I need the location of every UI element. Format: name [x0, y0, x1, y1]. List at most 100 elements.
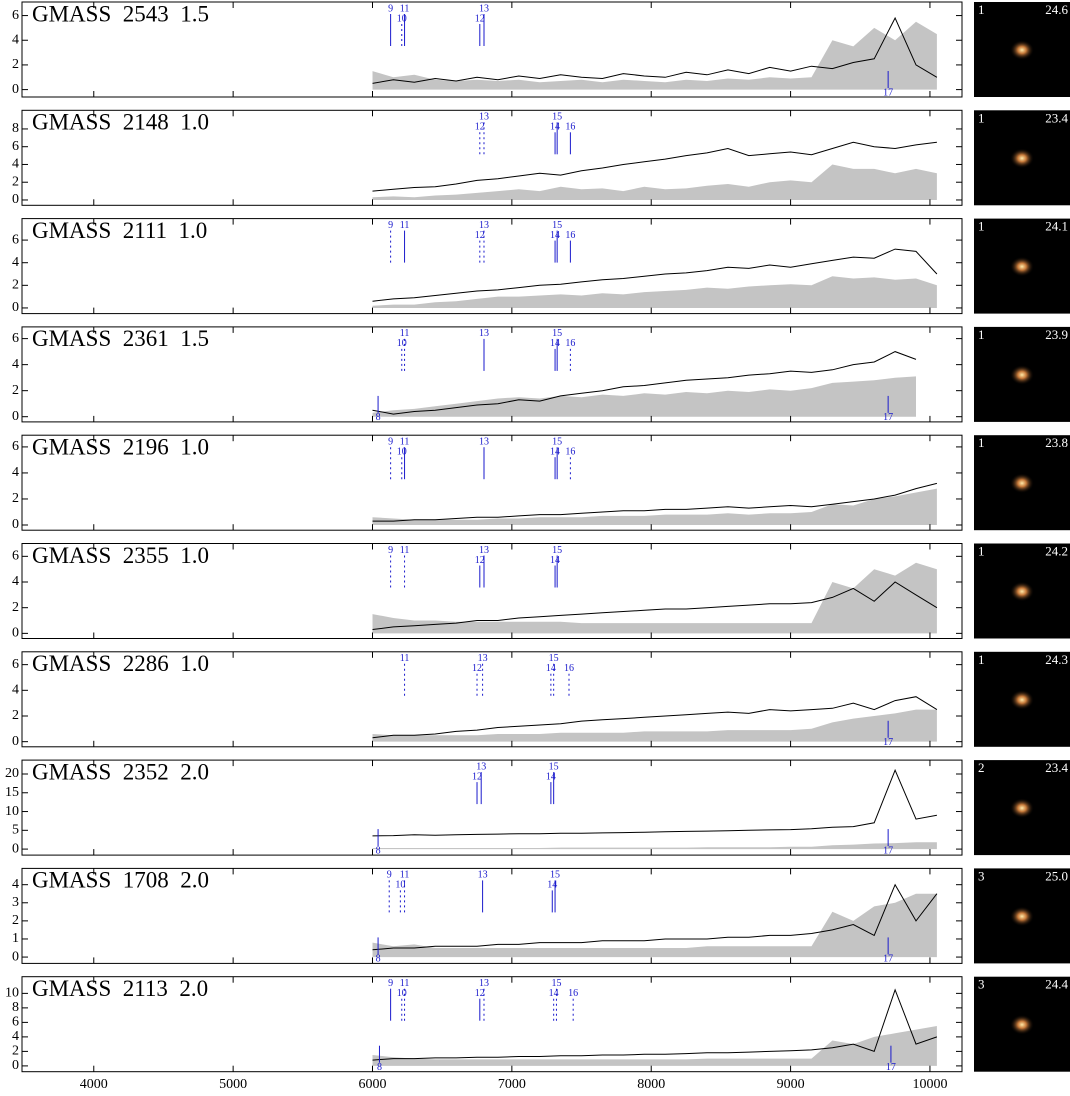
thumbnail-magnitude: 24.6: [1045, 2, 1068, 17]
galaxy: [1010, 364, 1034, 385]
spectrum-line: [372, 696, 938, 739]
y-tick-label: 1: [12, 931, 19, 946]
y-tick-label: 4: [12, 574, 19, 589]
spectrum-line: [372, 988, 938, 1061]
y-tick-label: 8: [12, 121, 19, 136]
spectrum-line: [372, 581, 938, 630]
panel-title: GMASS 2352 2.0: [32, 759, 209, 784]
plot-frame: [21, 434, 963, 531]
x-tick-label: 5000: [219, 1077, 247, 1092]
feature-label: 16: [568, 988, 578, 999]
y-tick-label: 10: [5, 986, 19, 1001]
feature-label: 13: [479, 545, 489, 556]
spectrum-line: [372, 141, 937, 192]
feature-label: 13: [479, 112, 489, 123]
y-tick-label: 4: [12, 877, 19, 892]
noise-area: [372, 842, 937, 850]
panel-title: GMASS 2361 1.5: [32, 326, 209, 351]
panel-title: GMASS 2286 1.0: [32, 651, 209, 676]
feature-label: 13: [479, 220, 489, 231]
thumbnail-index: 1: [978, 435, 985, 450]
y-tick-label: 0: [12, 1058, 19, 1073]
y-tick-label: 0: [12, 409, 19, 424]
feature-label: 11: [400, 436, 410, 447]
y-tick-label: 6: [12, 331, 19, 346]
y-tick-label: 6: [12, 549, 19, 564]
feature-label: 11: [400, 978, 410, 989]
plot-frame: [21, 651, 963, 748]
feature-label: 12: [475, 230, 485, 241]
y-tick-label: 4: [12, 32, 19, 47]
feature-label: 12: [475, 988, 485, 999]
feature-label: 12: [475, 555, 485, 566]
feature-label: 15: [552, 328, 562, 339]
thumbnail-magnitude: 23.4: [1045, 760, 1068, 775]
feature-label: 12: [475, 122, 485, 133]
x-tick-label: 8000: [637, 1077, 665, 1092]
y-tick-label: 0: [12, 949, 19, 964]
feature-label: 13: [479, 328, 489, 339]
galaxy: [1010, 256, 1034, 277]
galaxy: [1010, 40, 1034, 60]
feature-label: 14: [546, 663, 556, 674]
feature-label: 15: [550, 870, 560, 881]
plot-frame: [21, 1, 963, 98]
x-tick-label: 7000: [498, 1077, 526, 1092]
thumbnail-magnitude: 23.9: [1045, 327, 1068, 342]
spectrum-line: [372, 248, 938, 302]
thumbnail-index: 1: [978, 652, 985, 667]
thumbnail-magnitude: 24.2: [1045, 543, 1068, 558]
galaxy: [1010, 581, 1034, 602]
feature-label: 10: [397, 338, 407, 349]
galaxy: [1010, 1014, 1034, 1035]
plot-frame: [21, 109, 963, 206]
y-tick-label: 4: [12, 1029, 19, 1044]
feature-label: 17: [883, 412, 893, 423]
noise-area: [372, 276, 937, 308]
panel-title: GMASS 2196 1.0: [32, 434, 209, 459]
galaxy: [1010, 473, 1034, 494]
feature-label: 17: [883, 87, 893, 98]
feature-label: 8: [376, 845, 381, 856]
feature-label: 14: [550, 338, 560, 349]
feature-label: 14: [550, 122, 560, 133]
noise-area: [372, 893, 937, 958]
y-tick-label: 0: [12, 841, 19, 856]
thumbnail-magnitude: 23.8: [1045, 435, 1068, 450]
thumbnail-magnitude: 24.1: [1045, 219, 1068, 234]
panel-title: GMASS 2111 1.0: [32, 218, 207, 243]
feature-label: 10: [397, 988, 407, 999]
feature-label: 9: [388, 220, 393, 231]
x-tick-label: 6000: [358, 1077, 386, 1092]
feature-label: 17: [883, 845, 893, 856]
feature-label: 13: [478, 653, 488, 664]
plot-frame: [21, 867, 963, 964]
feature-label: 13: [478, 870, 488, 881]
thumbnail-index: 1: [978, 327, 985, 342]
feature-label: 13: [479, 3, 489, 14]
feature-label: 15: [552, 436, 562, 447]
feature-label: 10: [397, 446, 407, 457]
thumbnail-index: 2: [978, 760, 985, 775]
panel-title: GMASS 2355 1.0: [32, 543, 209, 568]
feature-label: 12: [475, 13, 485, 24]
y-tick-label: 4: [12, 255, 19, 270]
spectrum-line: [372, 482, 938, 522]
noise-area: [372, 21, 937, 90]
y-tick-label: 2: [12, 57, 19, 72]
noise-area: [372, 709, 937, 742]
thumbnail-index: 1: [978, 2, 985, 17]
feature-label: 17: [883, 954, 893, 965]
y-tick-label: 0: [12, 300, 19, 315]
feature-label: 13: [479, 436, 489, 447]
spectrum-line: [372, 351, 917, 415]
y-tick-label: 4: [12, 357, 19, 372]
y-tick-label: 0: [12, 82, 19, 97]
y-tick-label: 0: [12, 192, 19, 207]
